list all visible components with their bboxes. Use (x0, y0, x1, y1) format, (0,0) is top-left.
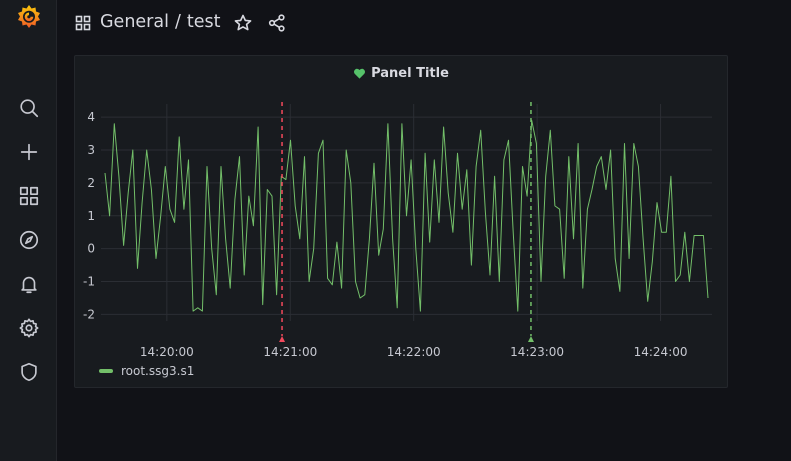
x-tick-label: 14:24:00 (634, 345, 688, 359)
search-icon[interactable] (17, 96, 41, 120)
shield-icon[interactable] (17, 360, 41, 384)
annotation-marker (527, 336, 534, 342)
gear-icon[interactable] (17, 316, 41, 340)
legend-swatch (99, 369, 113, 373)
breadcrumb-separator: / (174, 12, 181, 32)
x-tick-label: 14:20:00 (140, 345, 194, 359)
graph-panel[interactable]: 4 3 2 1 0 -1 -2 14:20:00 14:21:00 14:22:00 14:23:0… (74, 55, 728, 388)
panel-title: Panel Title (371, 65, 449, 81)
sidebar (0, 0, 57, 461)
legend-series-label[interactable]: root.ssg3.s1 (121, 364, 195, 378)
dashboards-grid-icon[interactable] (17, 184, 41, 208)
x-tick-label: 14:23:00 (510, 345, 564, 359)
annotation-marker (279, 336, 286, 342)
y-tick-label: 3 (87, 143, 95, 157)
x-tick-label: 14:22:00 (387, 345, 441, 359)
y-tick-label: 1 (87, 209, 95, 223)
grafana-logo-icon[interactable] (15, 3, 43, 31)
y-tick-label: -1 (83, 275, 95, 289)
breadcrumb-dashboard[interactable]: test (186, 12, 221, 32)
breadcrumb: General / test (100, 12, 220, 32)
y-tick-label: 4 (87, 110, 95, 124)
share-icon[interactable] (267, 13, 287, 33)
dashboards-grid-icon (75, 15, 91, 31)
compass-icon[interactable] (17, 228, 41, 252)
star-icon[interactable] (233, 13, 253, 33)
plus-icon[interactable] (17, 140, 41, 164)
y-tick-label: -2 (83, 307, 95, 321)
x-tick-label: 14:21:00 (263, 345, 317, 359)
legend: root.ssg3.s1 (99, 364, 194, 378)
bell-icon[interactable] (17, 272, 41, 296)
breadcrumb-folder[interactable]: General (100, 12, 169, 32)
chart[interactable]: 4 3 2 1 0 -1 -2 14:20:00 14:21:00 14:22:00 14:23:0… (75, 56, 729, 389)
top-bar: General / test (57, 0, 791, 46)
y-tick-label: 2 (87, 176, 95, 190)
heart-icon (354, 68, 366, 79)
y-tick-label: 0 (87, 242, 95, 256)
panel-header[interactable]: Panel Title (75, 64, 727, 82)
series-line (104, 119, 709, 312)
